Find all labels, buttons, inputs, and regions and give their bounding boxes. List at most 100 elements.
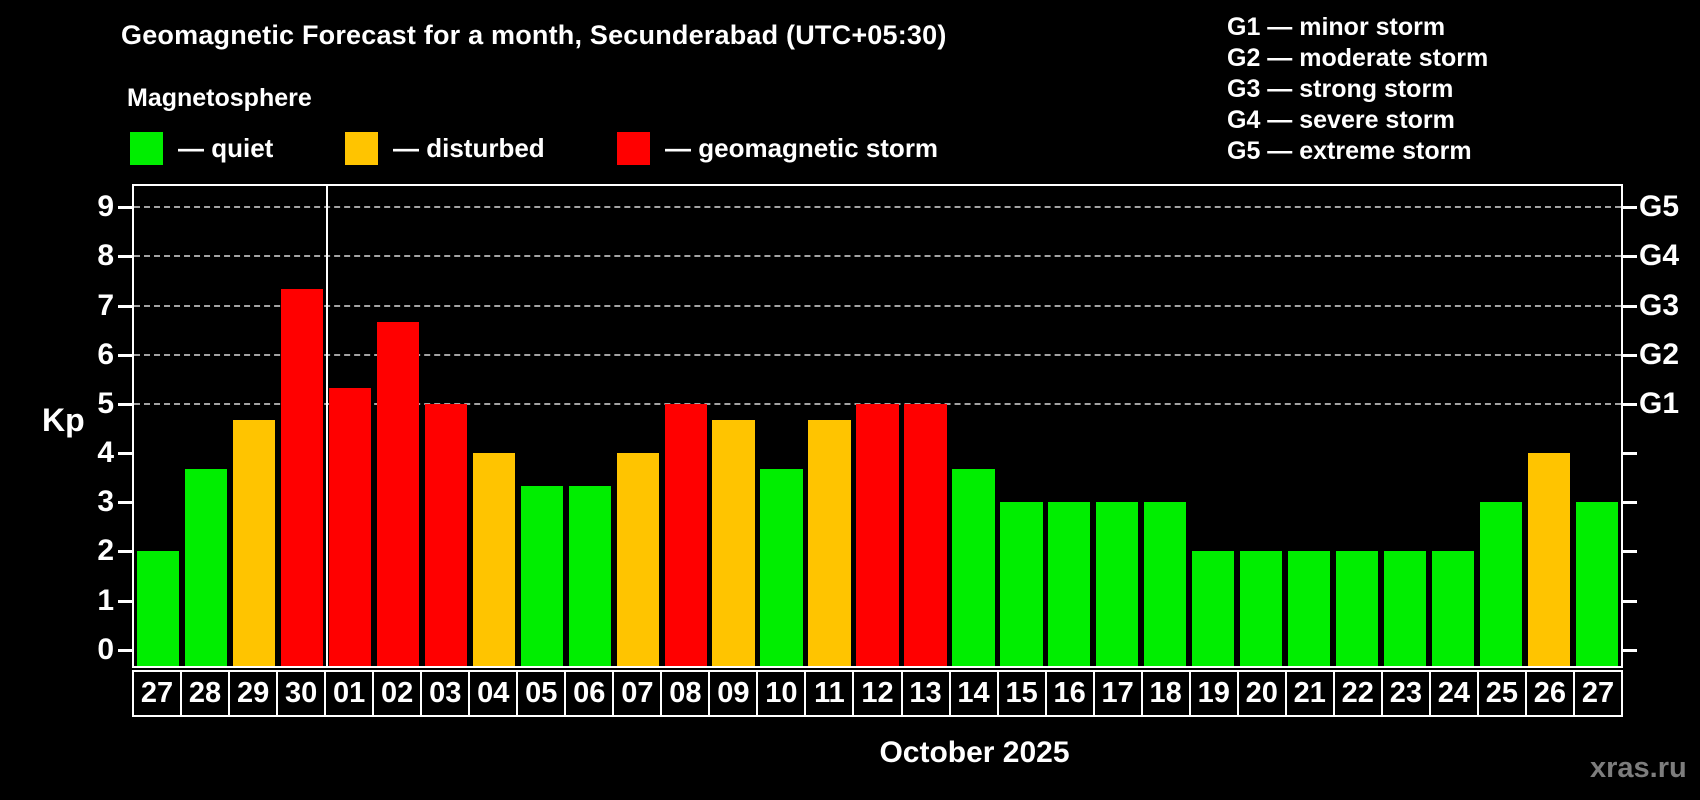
- y-axis-tick: [118, 550, 132, 554]
- x-axis-day-cell: 27: [1572, 670, 1623, 717]
- x-axis-day-cell: 22: [1332, 670, 1383, 717]
- legend-item-label: — disturbed: [393, 133, 545, 163]
- y-tick-label: 3: [97, 485, 114, 519]
- x-axis-day-cell: 01: [324, 670, 375, 717]
- legend-item-label: — quiet: [178, 133, 274, 163]
- chart-subtitle: Magnetosphere: [127, 84, 312, 112]
- kp-bar: [904, 403, 947, 666]
- y-axis-tick: [118, 304, 132, 308]
- legend-item-quiet: — quiet: [130, 132, 273, 165]
- kp-bar: [568, 486, 611, 666]
- gridline: [134, 206, 1621, 209]
- kp-bar: [1336, 551, 1379, 666]
- y-tick-label: 6: [97, 337, 114, 371]
- x-axis-day-cell: 11: [804, 670, 855, 717]
- kp-bar: [1144, 502, 1187, 666]
- y-axis-tick: [1623, 353, 1637, 357]
- x-axis-day-cell: 05: [516, 670, 567, 717]
- gridline: [134, 402, 1621, 405]
- x-axis-day-cell: 27: [132, 670, 183, 717]
- x-axis-day-cell: 17: [1092, 670, 1143, 717]
- kp-bar: [856, 403, 899, 666]
- kp-bar: [1384, 551, 1427, 666]
- kp-bar: [1096, 502, 1139, 666]
- kp-bar: [1479, 502, 1523, 666]
- storm-scale-item: G2 — moderate storm: [1227, 44, 1489, 72]
- x-axis-day-cell: 14: [948, 670, 999, 717]
- y-axis-tick: [1623, 206, 1637, 210]
- y-tick-label: 0: [97, 632, 114, 666]
- x-axis-day-cell: 21: [1284, 670, 1335, 717]
- storm-scale-legend: G1 — minor storm G2 — moderate storm G3 …: [1227, 12, 1488, 167]
- x-axis-day-cell: 28: [180, 670, 231, 717]
- kp-bar: [136, 551, 180, 666]
- y-axis-tick: [1623, 304, 1637, 308]
- x-axis-day-cell: 23: [1380, 670, 1431, 717]
- x-axis-title: October 2025: [879, 736, 1070, 769]
- x-axis-day-row: 27 28 29 30 01 02 03 04 05 06 07 08 09 10 11 12 13 14 15 16…: [132, 670, 1623, 717]
- legend-item-disturbed: — disturbed: [345, 132, 545, 165]
- x-axis-day-cell: 10: [756, 670, 807, 717]
- kp-bar: [1527, 453, 1571, 666]
- watermark: xras.ru: [1590, 752, 1687, 784]
- x-axis-day-cell: 16: [1044, 670, 1095, 717]
- y-tick-label: 7: [97, 288, 114, 322]
- kp-bar: [520, 486, 563, 666]
- y-tick-label: 1: [97, 583, 114, 617]
- y-axis-tick: [118, 599, 132, 603]
- gridline: [134, 255, 1621, 258]
- kp-bar: [952, 469, 995, 666]
- y-axis-tick: [118, 255, 132, 259]
- g-scale-label: G3: [1639, 288, 1680, 322]
- legend-item-storm: — geomagnetic storm: [617, 132, 938, 165]
- kp-bar: [1575, 502, 1619, 666]
- y-tick-label: 4: [97, 436, 114, 470]
- x-axis-day-cell: 12: [852, 670, 903, 717]
- kp-bar: [616, 453, 659, 666]
- x-axis-day-cell: 30: [276, 670, 327, 717]
- x-axis-day-cell: 13: [900, 670, 951, 717]
- g-scale-label: G4: [1639, 239, 1680, 273]
- y-tick-label: 2: [97, 534, 114, 568]
- y-axis-tick: [1623, 255, 1637, 259]
- disturbed-swatch-icon: [345, 132, 378, 165]
- x-axis-day-cell: 26: [1524, 670, 1575, 717]
- y-axis-tick: [1623, 550, 1637, 554]
- storm-scale-item: G3 — strong storm: [1227, 75, 1454, 103]
- x-axis-day-cell: 08: [660, 670, 711, 717]
- quiet-swatch-icon: [130, 132, 163, 165]
- kp-bar: [1288, 551, 1331, 666]
- kp-bar: [328, 387, 371, 666]
- g-scale-label: G5: [1639, 190, 1680, 224]
- kp-bar: [1000, 502, 1043, 666]
- y-axis-tick: [118, 452, 132, 456]
- kp-bar: [376, 321, 419, 666]
- y-axis-tick: [118, 353, 132, 357]
- storm-swatch-icon: [617, 132, 650, 165]
- y-axis-tick: [1623, 452, 1637, 456]
- y-axis-tick: [118, 206, 132, 210]
- y-axis-tick: [118, 501, 132, 505]
- kp-bar: [1432, 551, 1475, 666]
- kp-bar: [472, 453, 515, 666]
- y-axis-tick: [1623, 501, 1637, 505]
- x-axis-day-cell: 24: [1428, 670, 1479, 717]
- y-axis-tick: [118, 648, 132, 652]
- x-axis-day-cell: 02: [372, 670, 423, 717]
- x-axis-day-cell: 15: [996, 670, 1047, 717]
- storm-scale-item: G4 — severe storm: [1227, 106, 1455, 134]
- x-axis-day-cell: 18: [1140, 670, 1191, 717]
- y-axis-tick: [1623, 599, 1637, 603]
- kp-bar: [1048, 502, 1091, 666]
- gridline: [134, 353, 1621, 356]
- x-axis-day-cell: 03: [420, 670, 471, 717]
- g-scale-label: G2: [1639, 337, 1680, 371]
- kp-bar: [232, 420, 276, 666]
- kp-bar: [808, 420, 851, 666]
- y-tick-label: 5: [97, 386, 114, 420]
- kp-bar: [184, 469, 228, 666]
- storm-scale-item: G5 — extreme storm: [1227, 137, 1472, 165]
- kp-bar: [1240, 551, 1283, 666]
- y-axis-tick: [1623, 402, 1637, 406]
